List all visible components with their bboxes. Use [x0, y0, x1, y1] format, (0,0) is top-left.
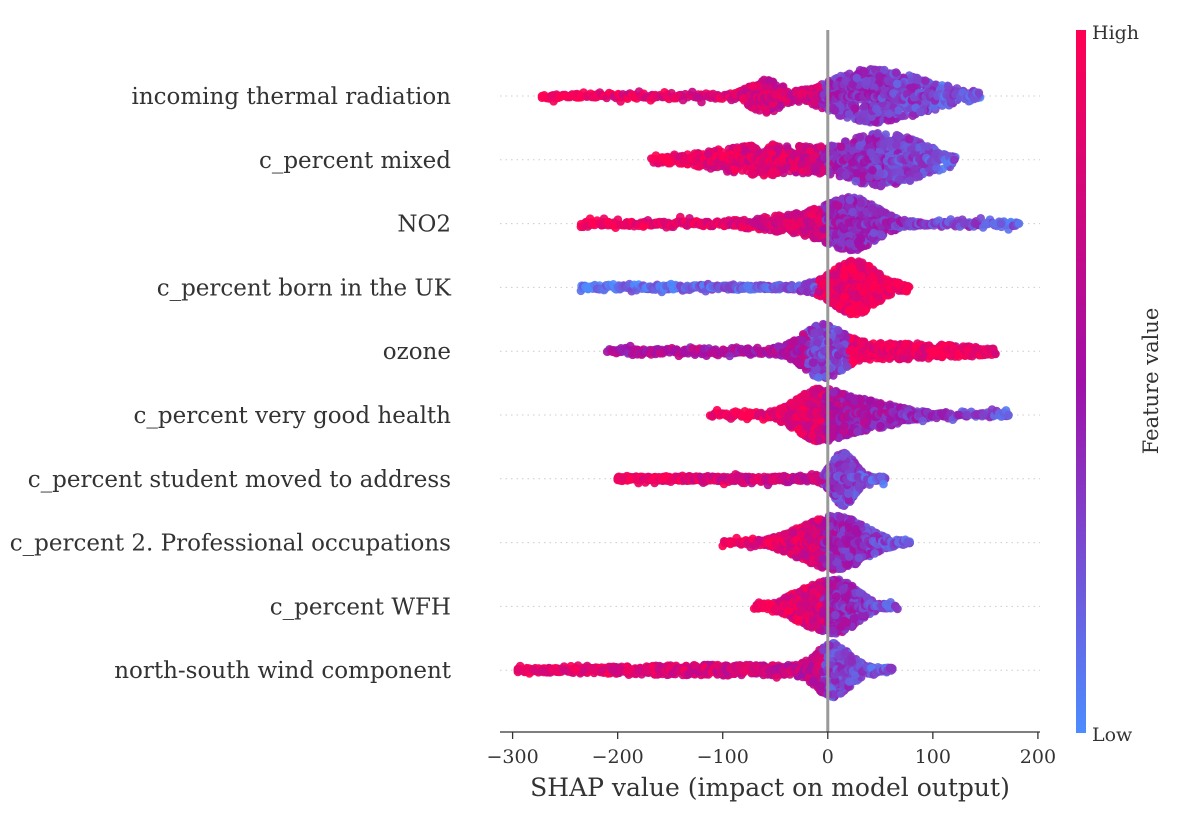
data-point [833, 201, 843, 211]
data-point [868, 204, 877, 213]
data-point [943, 82, 953, 91]
row-guides [500, 95, 1040, 671]
data-point [894, 106, 903, 115]
data-point [748, 170, 757, 179]
data-point [848, 207, 857, 217]
data-point [852, 73, 862, 83]
data-point [816, 142, 826, 151]
data-point [905, 176, 915, 185]
data-point [830, 270, 839, 279]
data-point [748, 142, 757, 151]
data-point [913, 75, 922, 85]
data-point [847, 262, 857, 272]
data-point [841, 170, 851, 180]
data-point [828, 298, 837, 308]
data-point [565, 91, 574, 101]
data-point [876, 207, 885, 216]
data-point [1014, 219, 1024, 228]
data-point [733, 144, 743, 154]
data-point [837, 238, 846, 247]
data-point [844, 109, 854, 119]
data-point [885, 136, 894, 146]
data-point [869, 228, 879, 238]
data-point [868, 297, 878, 307]
data-point [857, 271, 866, 281]
data-point [895, 175, 904, 184]
data-point [875, 269, 884, 279]
data-point [857, 303, 867, 313]
data-point [537, 91, 547, 101]
data-point [855, 141, 864, 151]
data-point [873, 129, 882, 138]
data-point [856, 198, 866, 208]
data-point [845, 195, 855, 205]
data-point [830, 105, 840, 115]
data-point [795, 141, 804, 151]
data-point [974, 88, 984, 98]
data-point [949, 155, 959, 165]
data-point [851, 176, 860, 186]
data-point [872, 104, 881, 114]
data-point [892, 79, 902, 89]
data-point [757, 167, 767, 176]
data-point [981, 219, 990, 228]
data-point [923, 142, 932, 151]
data-point [836, 142, 846, 152]
data-points [513, 65, 1024, 702]
data-point [845, 239, 854, 248]
data-point [875, 169, 885, 178]
data-point [891, 68, 901, 77]
data-point [855, 132, 865, 142]
data-point [868, 165, 877, 175]
data-point [970, 219, 980, 228]
data-point [960, 219, 969, 228]
data-point [761, 104, 771, 114]
data-point [853, 237, 863, 247]
data-point [864, 135, 874, 144]
data-point [789, 163, 799, 173]
data-point [996, 219, 1006, 228]
data-point [723, 167, 732, 176]
data-point [840, 292, 850, 302]
data-point [548, 91, 557, 101]
data-point [862, 76, 872, 86]
data-point [916, 107, 925, 117]
data-point [905, 134, 914, 144]
data-point [845, 306, 854, 316]
data-point [895, 167, 905, 177]
data-point [860, 67, 869, 77]
data-point [904, 282, 914, 292]
data-point [921, 76, 930, 85]
data-point [884, 109, 894, 118]
data-point [875, 72, 884, 81]
data-point [764, 76, 774, 85]
data-point [783, 210, 793, 220]
data-point [748, 81, 758, 91]
data-point [877, 180, 887, 190]
